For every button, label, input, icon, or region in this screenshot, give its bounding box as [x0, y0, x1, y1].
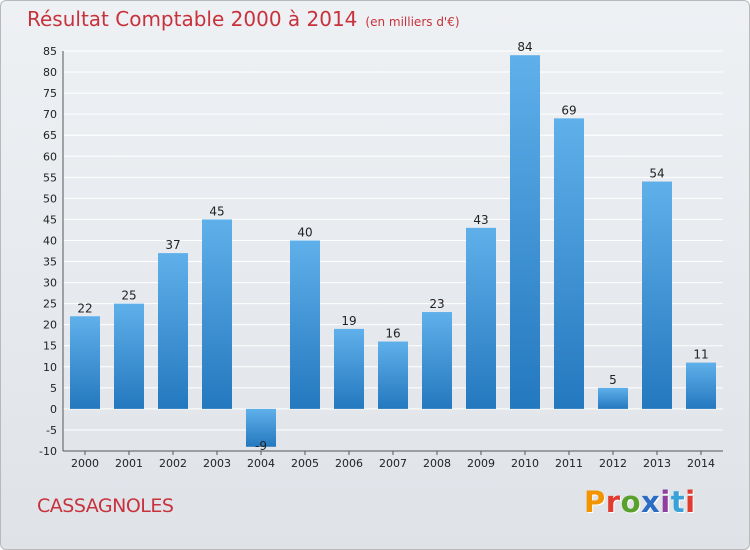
- bar: [686, 362, 716, 409]
- bar-value-label: 19: [341, 314, 356, 328]
- bar-value-label: 16: [385, 327, 400, 341]
- bar: [202, 219, 232, 409]
- bar-value-label: 54: [649, 167, 664, 181]
- x-tick-label: 2010: [511, 457, 539, 470]
- logo-letter: r: [605, 485, 621, 519]
- bar-value-label: 5: [609, 373, 617, 387]
- y-tick-label: 45: [43, 213, 57, 226]
- bar-value-label: 37: [165, 238, 180, 252]
- x-tick-label: 2003: [203, 457, 231, 470]
- y-tick-label: 70: [43, 108, 57, 121]
- y-tick-label: 15: [43, 340, 57, 353]
- bar: [422, 312, 452, 409]
- x-tick-label: 2007: [379, 457, 407, 470]
- bar: [290, 240, 320, 409]
- bar: [70, 316, 100, 409]
- y-tick-label: -5: [46, 424, 57, 437]
- x-tick-label: 2014: [687, 457, 715, 470]
- y-tick-label: -10: [39, 445, 57, 458]
- x-tick-label: 2001: [115, 457, 143, 470]
- logo-letter: i: [685, 485, 696, 519]
- bar: [158, 253, 188, 409]
- y-tick-label: 0: [50, 403, 57, 416]
- y-tick-label: 40: [43, 234, 57, 247]
- proxiti-logo: Proxiti: [584, 485, 696, 519]
- y-tick-label: 5: [50, 382, 57, 395]
- x-tick-label: 2005: [291, 457, 319, 470]
- y-tick-label: 10: [43, 361, 57, 374]
- bar-value-label: 43: [473, 213, 488, 227]
- logo-letter: o: [620, 485, 642, 519]
- logo-letter: P: [584, 485, 606, 519]
- chart-title: Résultat Comptable 2000 à 2014 (en millie…: [27, 7, 460, 31]
- bar-value-label: -9: [255, 439, 267, 453]
- y-tick-label: 75: [43, 87, 57, 100]
- bar: [642, 181, 672, 409]
- x-tick-label: 2009: [467, 457, 495, 470]
- bar: [554, 118, 584, 409]
- y-tick-label: 50: [43, 192, 57, 205]
- bar-value-label: 11: [693, 348, 708, 362]
- bar-value-label: 40: [297, 225, 312, 239]
- chart-subtitle: (en milliers d'€): [365, 15, 460, 29]
- x-tick-label: 2004: [247, 457, 275, 470]
- bar: [246, 408, 276, 447]
- bar-value-label: 22: [77, 301, 92, 315]
- x-tick-label: 2012: [599, 457, 627, 470]
- bar: [466, 227, 496, 409]
- chart-title-text: Résultat Comptable 2000 à 2014: [27, 7, 358, 31]
- y-tick-label: 25: [43, 298, 57, 311]
- bar: [114, 303, 144, 409]
- bar-value-label: 69: [561, 103, 576, 117]
- x-tick-label: 2008: [423, 457, 451, 470]
- x-tick-label: 2002: [159, 457, 187, 470]
- bar: [510, 55, 540, 409]
- x-tick-label: 2011: [555, 457, 583, 470]
- bar-value-label: 45: [209, 204, 224, 218]
- x-tick-label: 2013: [643, 457, 671, 470]
- logo-letter: x: [641, 485, 661, 519]
- y-tick-label: 60: [43, 150, 57, 163]
- bar: [598, 387, 628, 409]
- bar-value-label: 25: [121, 289, 136, 303]
- y-tick-label: 85: [43, 45, 57, 58]
- y-tick-label: 65: [43, 129, 57, 142]
- bar: [334, 328, 364, 409]
- y-tick-label: 80: [43, 66, 57, 79]
- commune-name: CASSAGNOLES: [37, 495, 174, 517]
- x-tick-label: 2006: [335, 457, 363, 470]
- logo-letter: i: [660, 485, 671, 519]
- x-tick-label: 2000: [71, 457, 99, 470]
- logo-letter: t: [670, 485, 686, 519]
- y-tick-label: 55: [43, 171, 57, 184]
- bar-value-label: 84: [517, 40, 532, 54]
- y-tick-label: 35: [43, 256, 57, 269]
- y-tick-label: 20: [43, 319, 57, 332]
- bar: [378, 341, 408, 409]
- bar-value-label: 23: [429, 297, 444, 311]
- y-tick-label: 30: [43, 277, 57, 290]
